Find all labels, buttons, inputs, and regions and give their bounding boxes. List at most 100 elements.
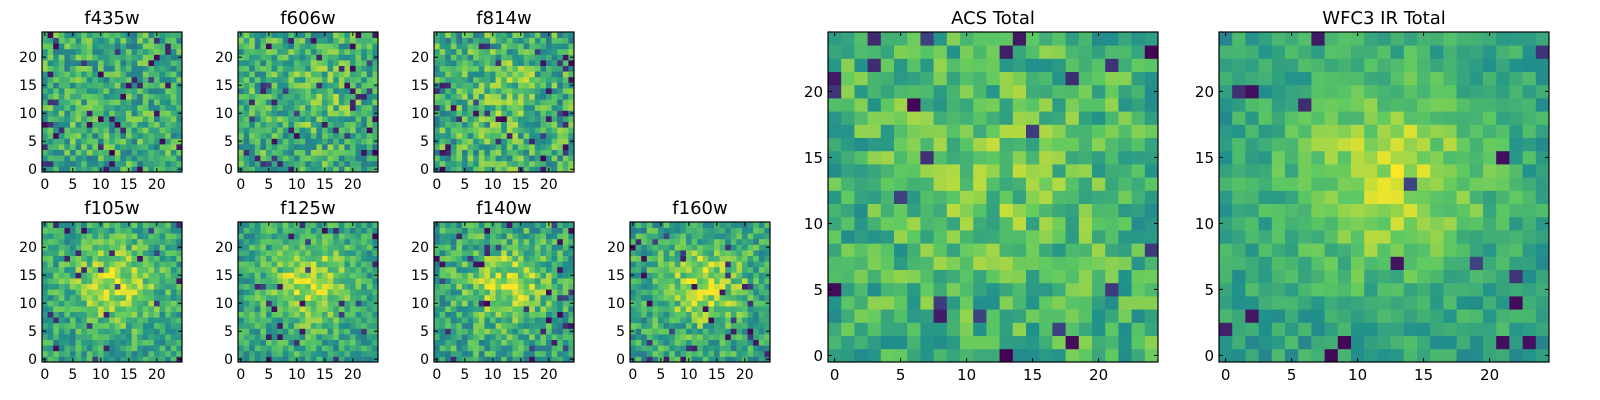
heatmap-cell [456, 43, 463, 50]
heatmap-cell [445, 345, 452, 352]
heatmap-cells [630, 222, 771, 363]
heatmap-cell [652, 238, 659, 245]
heatmap-cell [327, 37, 334, 44]
heatmap-cell [42, 283, 48, 290]
heatmap-cell [338, 48, 345, 55]
heatmap-cell [702, 238, 709, 245]
heatmap-cell [288, 244, 295, 251]
heatmap-cell [299, 37, 306, 44]
heatmap-cell [131, 345, 138, 352]
heatmap-cell [154, 138, 160, 145]
heatmap-cell [372, 99, 379, 106]
heatmap-cell [361, 294, 368, 301]
heatmap-cell [355, 104, 362, 111]
heatmap-cell [495, 250, 502, 256]
heatmap-cell [243, 32, 250, 38]
heatmap-cell [518, 306, 524, 312]
heatmap-cell [907, 296, 921, 310]
heatmap-cell [439, 311, 446, 318]
heatmap-cell [714, 339, 720, 346]
heatmap-cell [730, 250, 737, 256]
heatmap-cell [450, 300, 457, 307]
heatmap-cell [70, 322, 76, 329]
heatmap-cell [126, 110, 132, 117]
heatmap-cell [529, 166, 536, 173]
heatmap-cell [680, 289, 687, 296]
heatmap-cell [646, 339, 653, 346]
heatmap-cell [434, 250, 440, 256]
heatmap-cell [126, 266, 132, 273]
heatmap-cell [490, 121, 496, 128]
heatmap-cell [518, 227, 524, 234]
heatmap-cell [562, 71, 569, 78]
heatmap-cell [92, 306, 99, 312]
heatmap-cell [333, 328, 340, 335]
heatmap-cell [512, 48, 519, 55]
heatmap-cell [98, 37, 104, 44]
heatmap-cell [249, 54, 256, 61]
heatmap-cell [490, 266, 496, 273]
heatmap-cell [518, 65, 524, 72]
heatmap-cell [540, 250, 547, 256]
heatmap-cell [366, 238, 373, 245]
heatmap-cell [456, 149, 463, 156]
heatmap-cell [473, 222, 480, 228]
heatmap-cell [64, 322, 71, 329]
heatmap-cell [880, 309, 895, 323]
heatmap-cell [691, 339, 698, 346]
heatmap-cell [310, 283, 317, 290]
heatmap-cell [366, 144, 373, 150]
heatmap-cell [322, 99, 328, 106]
heatmap-cell [86, 317, 93, 324]
heatmap-cell [120, 155, 127, 162]
heatmap-cell [350, 160, 356, 167]
heatmap-cell [534, 99, 541, 106]
heatmap-cell [725, 339, 732, 346]
heatmap-cell [126, 144, 132, 150]
heatmap-cell [148, 244, 155, 251]
heatmap-cell [1118, 335, 1132, 350]
heatmap-cell [562, 300, 569, 307]
heatmap-cell [680, 266, 687, 273]
heatmap-cell [344, 278, 351, 284]
heatmap-cell [316, 289, 323, 296]
heatmap-cell [551, 334, 558, 340]
heatmap-cell [1012, 164, 1027, 178]
heatmap-cell [546, 82, 552, 89]
heatmap-cell [686, 350, 692, 357]
heatmap-cell [142, 328, 149, 335]
heatmap-cell [271, 37, 278, 44]
heatmap-cell [1039, 243, 1053, 257]
heatmap-cell [294, 345, 300, 352]
heatmap-cell [462, 294, 468, 301]
heatmap-cell [518, 294, 524, 301]
heatmap-cell [523, 132, 530, 139]
heatmap-cell [277, 261, 284, 268]
heatmap-cell [243, 289, 250, 296]
heatmap-cell [170, 334, 177, 340]
heatmap-cell [708, 350, 715, 357]
heatmap-cell [338, 132, 345, 139]
heatmap-cell [551, 60, 558, 66]
heatmap-cell [299, 339, 306, 346]
heatmap-cell [148, 278, 155, 284]
heatmap-cell [1078, 216, 1093, 231]
heatmap-cell [243, 104, 250, 111]
heatmap-cell [271, 334, 278, 340]
heatmap-cell [176, 222, 183, 228]
panel-title: f160w [672, 198, 727, 219]
heatmap-cell [282, 250, 289, 256]
heatmap-cell [719, 278, 726, 284]
heatmap-cell [70, 233, 76, 240]
heatmap-cell [719, 222, 726, 228]
heatmap-cell [702, 339, 709, 346]
heatmap-cell [243, 48, 250, 55]
heatmap-cell [238, 339, 244, 346]
heatmap-cell [540, 160, 547, 167]
heatmap-cell [238, 48, 244, 55]
heatmap-cell [445, 255, 452, 262]
heatmap-cell [243, 356, 250, 363]
heatmap-cell [742, 250, 748, 256]
heatmap-cell [333, 278, 340, 284]
heatmap-cell [53, 155, 60, 162]
